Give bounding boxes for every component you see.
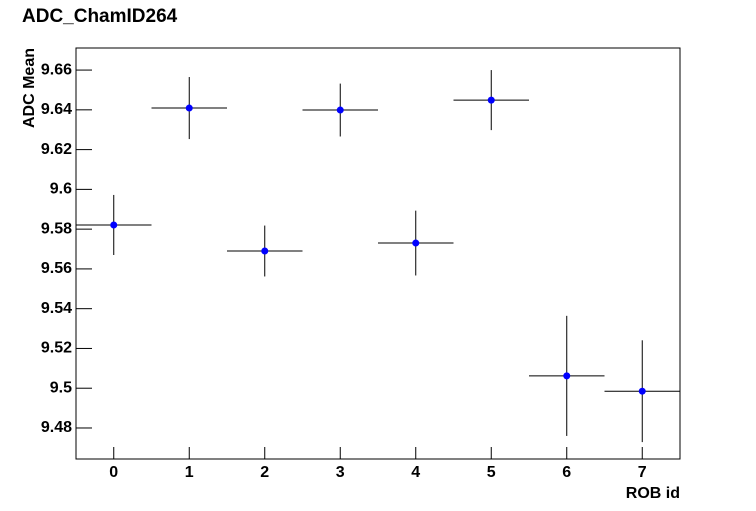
data-point bbox=[336, 106, 344, 114]
data-point bbox=[638, 387, 646, 395]
data-point bbox=[185, 104, 193, 112]
y-tick-label: 9.66 bbox=[41, 61, 72, 78]
plot-frame bbox=[75, 47, 681, 460]
data-point bbox=[261, 247, 269, 255]
y-tick-label: 9.56 bbox=[41, 260, 72, 277]
x-tick-label: 2 bbox=[260, 464, 269, 481]
y-tick-label: 9.52 bbox=[41, 340, 72, 357]
x-tick-label: 6 bbox=[562, 464, 571, 481]
y-tick-label: 9.5 bbox=[50, 379, 72, 396]
x-tick-label: 3 bbox=[336, 464, 345, 481]
x-tick-label: 4 bbox=[411, 464, 420, 481]
chart-title: ADC_ChamID264 bbox=[22, 6, 178, 27]
x-tick-label: 5 bbox=[487, 464, 496, 481]
data-point bbox=[412, 239, 420, 247]
x-tick-label: 0 bbox=[109, 464, 118, 481]
data-point bbox=[563, 372, 571, 380]
x-tick-label: 1 bbox=[185, 464, 194, 481]
x-tick-label: 7 bbox=[638, 464, 647, 481]
y-tick-label: 9.48 bbox=[41, 419, 72, 436]
y-tick-label: 9.54 bbox=[41, 300, 72, 317]
data-point bbox=[110, 221, 118, 229]
data-point bbox=[487, 96, 495, 104]
y-axis-label: ADC Mean bbox=[21, 48, 38, 128]
x-axis-label: ROB id bbox=[626, 485, 680, 502]
y-tick-label: 9.62 bbox=[41, 141, 72, 158]
y-tick-label: 9.6 bbox=[50, 181, 72, 198]
y-tick-label: 9.58 bbox=[41, 220, 72, 237]
y-tick-label: 9.64 bbox=[41, 101, 72, 118]
